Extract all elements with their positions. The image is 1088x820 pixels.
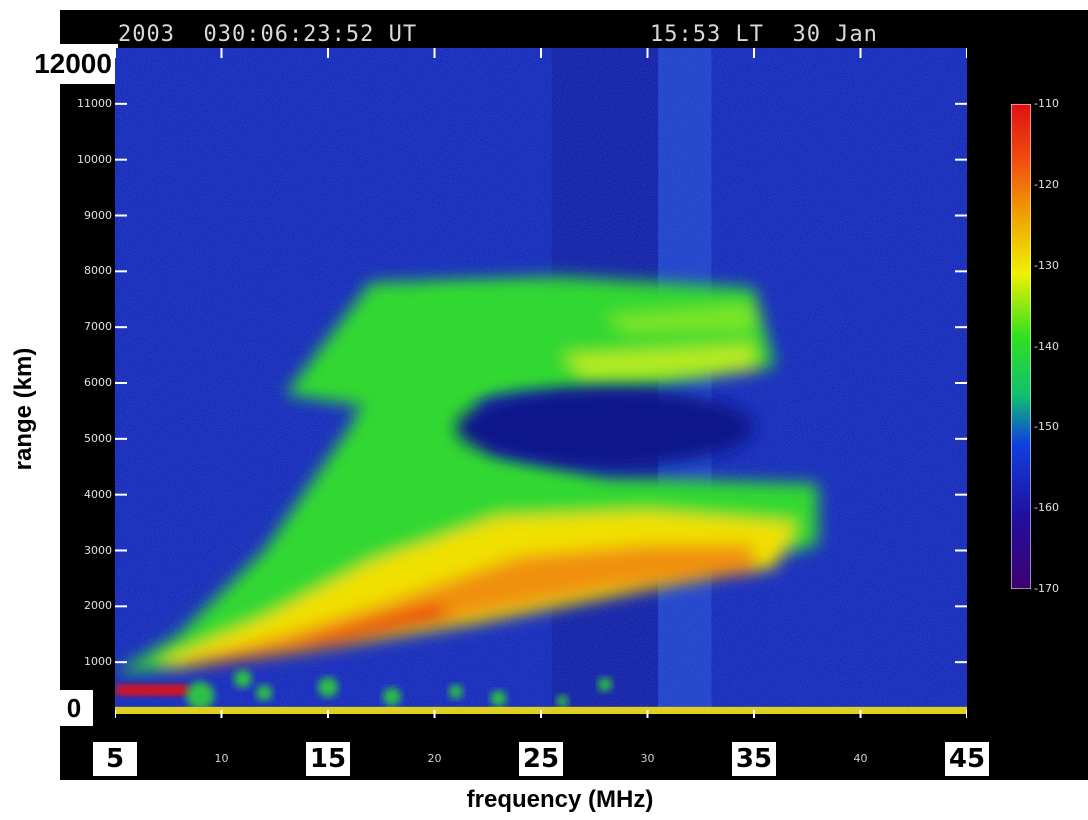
echo-speckle bbox=[186, 681, 215, 710]
x-tick-label: 40 bbox=[853, 752, 868, 765]
colorbar bbox=[1011, 104, 1031, 589]
colorbar-tick-label: -140 bbox=[1034, 339, 1059, 353]
echo-speckle bbox=[490, 690, 507, 707]
echo-speckle bbox=[448, 684, 463, 699]
lower-echo-fan bbox=[115, 293, 818, 674]
x-tick-label: 5 bbox=[93, 742, 137, 776]
y-axis-min-label: 0 bbox=[55, 690, 93, 726]
header-ut-time: 2003 030:06:23:52 UT bbox=[118, 22, 418, 47]
y-tick-label: 6000 bbox=[84, 376, 112, 389]
y-tick-label: 5000 bbox=[84, 431, 112, 445]
y-tick-label: 9000 bbox=[84, 208, 112, 222]
x-axis-title: frequency (MHz) bbox=[466, 786, 654, 813]
echo-speckle bbox=[256, 684, 273, 701]
colorbar-tick-label: -110 bbox=[1034, 97, 1059, 110]
echo-speckle bbox=[382, 687, 401, 706]
near-vertical-echo bbox=[115, 684, 190, 696]
colorbar-tick-label: -160 bbox=[1034, 501, 1059, 515]
y-tick-label: 4000 bbox=[84, 487, 112, 501]
ionogram-heatmap bbox=[115, 48, 967, 718]
x-tick-label: 20 bbox=[427, 752, 442, 765]
y-tick-label: 7000 bbox=[84, 320, 112, 334]
upper-echo-trace bbox=[604, 304, 754, 333]
y-axis-max-label: 12000 bbox=[28, 44, 118, 84]
echo-speckle bbox=[597, 677, 612, 692]
colorbar-tick-label: -130 bbox=[1034, 258, 1059, 272]
echo-speckle bbox=[556, 695, 569, 708]
x-tick-label: 15 bbox=[306, 742, 350, 776]
y-axis-title: range (km) bbox=[10, 347, 37, 471]
colorbar-tick-label: -120 bbox=[1034, 177, 1059, 191]
lower-echo-inner bbox=[178, 544, 754, 665]
x-tick-label: 45 bbox=[945, 742, 989, 776]
colorbar-tick-label: -170 bbox=[1034, 582, 1059, 595]
y-tick-label: 10000 bbox=[77, 152, 112, 166]
x-tick-label: 30 bbox=[640, 752, 655, 765]
x-tick-label: 25 bbox=[519, 742, 563, 776]
lower-echo-core bbox=[200, 606, 456, 665]
y-tick-label: 11000 bbox=[77, 96, 112, 110]
echo-speckle bbox=[318, 677, 338, 698]
y-tick-label: 1000 bbox=[84, 655, 112, 669]
x-tick-label: 35 bbox=[732, 742, 776, 776]
echo-gap bbox=[455, 388, 754, 467]
echo-speckle bbox=[233, 669, 252, 688]
y-tick-label: 8000 bbox=[84, 264, 112, 278]
upper-echo-core bbox=[562, 343, 754, 378]
y-tick-label: 3000 bbox=[84, 543, 112, 557]
y-tick-label: 2000 bbox=[84, 599, 112, 613]
colorbar-tick-label: -150 bbox=[1034, 420, 1059, 434]
x-tick-label: 10 bbox=[214, 752, 229, 765]
header-lt-date: 15:53 LT 30 Jan bbox=[650, 22, 878, 47]
